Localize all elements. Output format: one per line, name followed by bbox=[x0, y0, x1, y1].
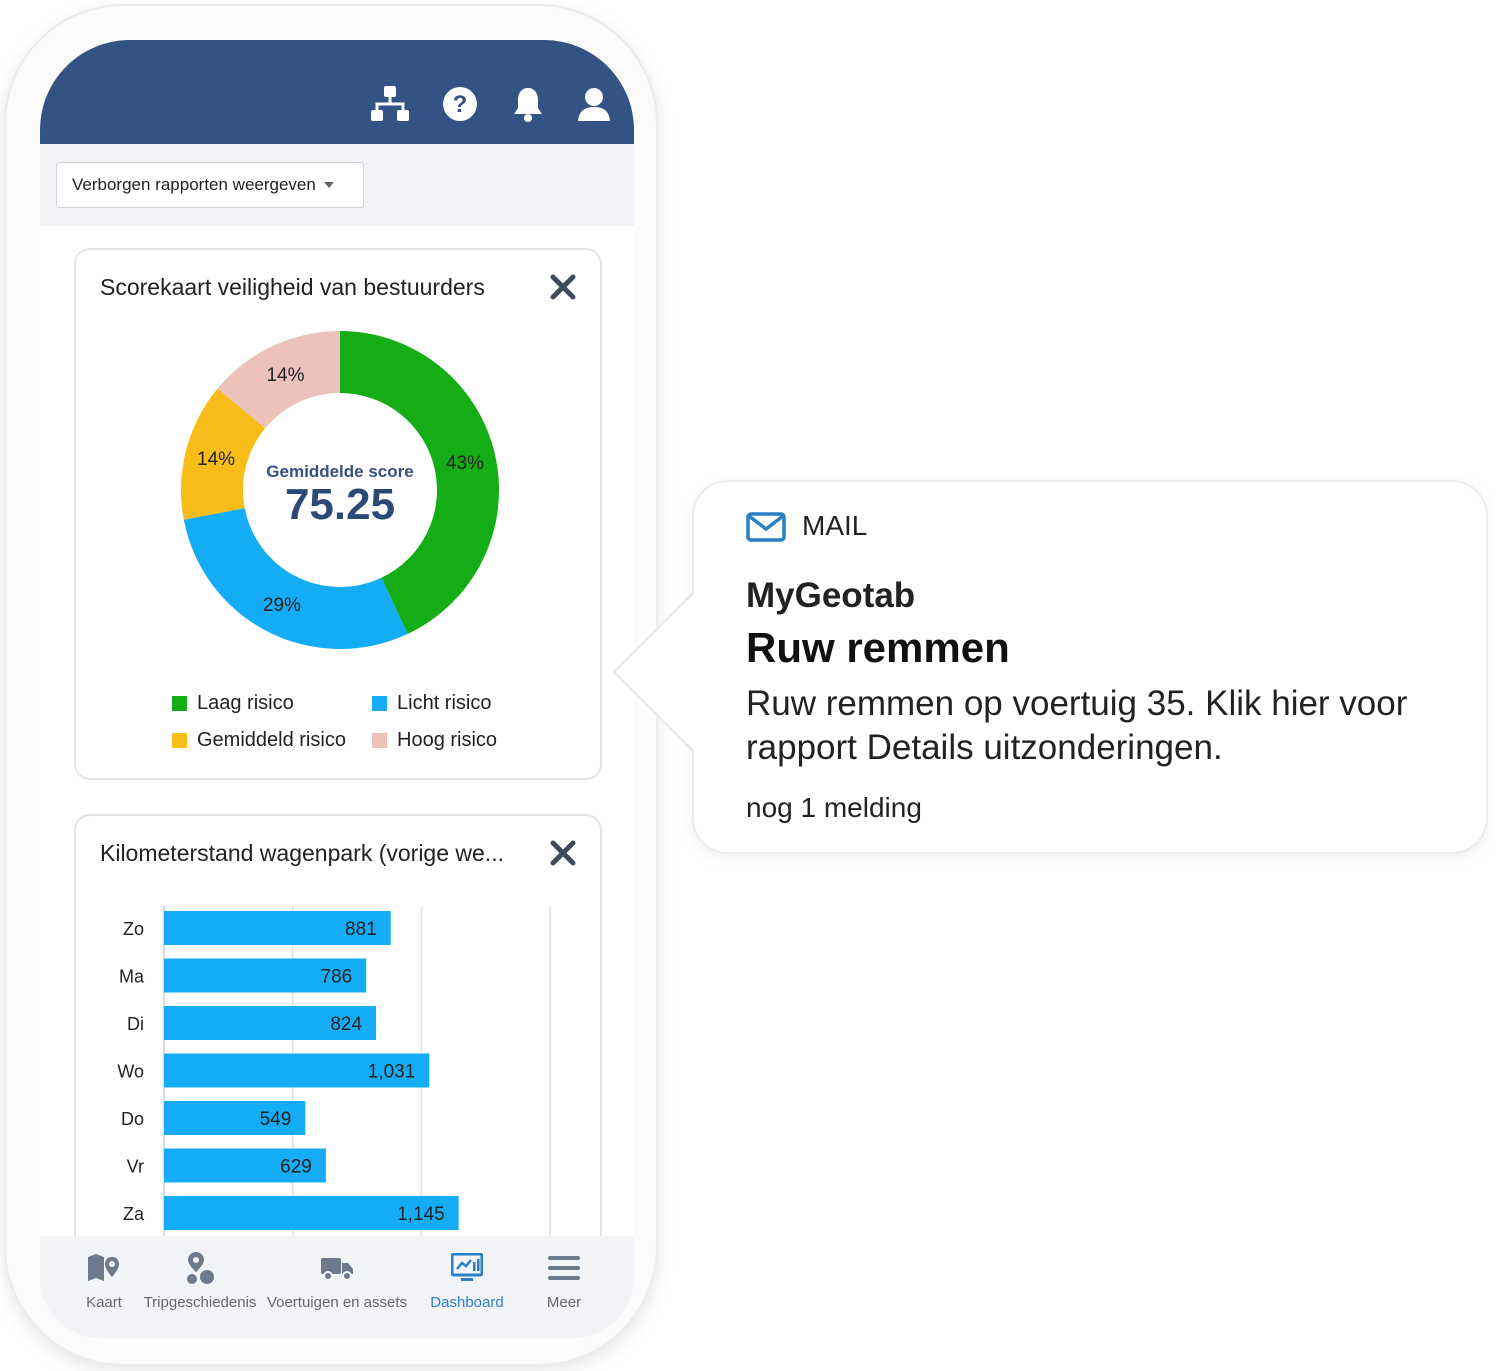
mileage-bar-chart: Zo 881 Ma 786 Di 824 Wo 1,031 Do 549 Vr 629 Za 1,145 bbox=[117, 906, 551, 1246]
legend-item-low-risk: Laag risico bbox=[172, 692, 294, 715]
donut-svg: 43% 29% 14% 14% bbox=[181, 331, 499, 649]
legend-label: Gemiddeld risico bbox=[197, 729, 346, 751]
average-score-value: 75.25 bbox=[284, 480, 396, 529]
bar-value-label: 549 bbox=[260, 1109, 292, 1130]
notification-body: Ruw remmen op voertuig 35. Klik hier voo… bbox=[746, 684, 1408, 767]
notification-app-name: MAIL bbox=[802, 510, 868, 541]
fleet-mileage-card: Kilometerstand wagenpark (vorige we... Z… bbox=[74, 814, 602, 1314]
help-icon[interactable]: ? bbox=[440, 84, 480, 124]
notification-pointer bbox=[616, 592, 696, 752]
notification-source: MyGeotab bbox=[746, 576, 916, 615]
org-chart-icon[interactable] bbox=[370, 84, 410, 124]
mail-icon bbox=[746, 512, 786, 547]
category-label: Zo bbox=[123, 919, 144, 939]
bar bbox=[164, 1053, 430, 1088]
toolbar: Verborgen rapporten weergeven bbox=[40, 144, 634, 226]
nav-item-tripgeschiedenis[interactable]: Tripgeschiedenis bbox=[140, 1236, 260, 1338]
legend-label: Hoog risico bbox=[397, 729, 498, 751]
map-pin-icon bbox=[86, 1252, 122, 1284]
legend-swatch bbox=[172, 696, 187, 711]
category-label: Do bbox=[121, 1109, 144, 1129]
nav-label: Kaart bbox=[86, 1294, 122, 1311]
close-icon[interactable] bbox=[548, 272, 578, 302]
donut-slice-label: 29% bbox=[263, 595, 301, 616]
bar bbox=[164, 1196, 459, 1230]
menu-icon bbox=[546, 1252, 582, 1284]
nav-label: Dashboard bbox=[430, 1294, 504, 1311]
bar bbox=[164, 911, 391, 945]
truck-icon bbox=[319, 1252, 355, 1284]
category-label: Wo bbox=[117, 1062, 144, 1082]
bar-value-label: 786 bbox=[321, 967, 353, 988]
svg-text:?: ? bbox=[453, 91, 468, 118]
nav-item-dashboard[interactable]: Dashboard bbox=[428, 1236, 506, 1338]
donut-slice bbox=[183, 508, 408, 649]
nav-item-voertuigen[interactable]: Voertuigen en assets bbox=[262, 1236, 412, 1338]
dashboard-icon bbox=[449, 1252, 485, 1284]
app-screen: ? Verborgen rapporten weergeven Scorekaa… bbox=[40, 40, 634, 1338]
donut-slice-label: 43% bbox=[446, 453, 484, 474]
legend-swatch bbox=[172, 733, 187, 748]
bar bbox=[164, 1148, 326, 1183]
nav-label: Tripgeschiedenis bbox=[143, 1294, 257, 1311]
bar-value-label: 824 bbox=[330, 1014, 362, 1035]
donut-slice bbox=[217, 331, 340, 429]
legend-swatch bbox=[372, 696, 387, 711]
bar bbox=[164, 1006, 377, 1040]
user-icon[interactable] bbox=[574, 84, 614, 124]
notification-more-count: nog 1 melding bbox=[746, 792, 922, 823]
donut-slice-label: 14% bbox=[266, 365, 304, 386]
mail-notification[interactable]: MAIL MyGeotab Ruw remmen Ruw remmen op v… bbox=[692, 480, 1488, 854]
legend-label: Licht risico bbox=[397, 692, 492, 714]
bar-value-label: 629 bbox=[280, 1157, 312, 1178]
nav-item-kaart[interactable]: Kaart bbox=[80, 1236, 128, 1338]
legend-item-high-risk: Hoog risico bbox=[372, 729, 497, 752]
close-icon[interactable] bbox=[548, 838, 578, 868]
nav-item-meer[interactable]: Meer bbox=[540, 1236, 588, 1338]
category-label: Ma bbox=[119, 967, 145, 987]
bar-value-label: 881 bbox=[345, 919, 377, 940]
chevron-down-icon bbox=[323, 182, 334, 188]
phone-frame: ? Verborgen rapporten weergeven Scorekaa… bbox=[4, 4, 658, 1366]
trip-history-icon bbox=[182, 1252, 218, 1284]
card-title: Scorekaart veiligheid van bestuurders bbox=[100, 274, 485, 300]
donut-chart: 43% 29% 14% 14% Gemiddelde score 75.25 bbox=[180, 330, 500, 650]
donut-slice bbox=[340, 331, 499, 634]
app-header: ? bbox=[40, 40, 634, 144]
category-label: Di bbox=[127, 1014, 144, 1034]
legend-label: Laag risico bbox=[197, 692, 294, 714]
nav-label: Voertuigen en assets bbox=[266, 1294, 408, 1311]
legend-item-medium-risk: Gemiddeld risico bbox=[172, 729, 346, 752]
category-label: Vr bbox=[127, 1157, 144, 1177]
bar bbox=[164, 1101, 306, 1135]
legend-swatch bbox=[372, 733, 387, 748]
dropdown-label: Verborgen rapporten weergeven bbox=[72, 175, 316, 194]
notification-title: Ruw remmen bbox=[746, 624, 1010, 671]
nav-label: Meer bbox=[546, 1294, 582, 1311]
bottom-nav: Kaart Tripgeschiedenis Voertuigen en ass… bbox=[40, 1236, 634, 1338]
card-title: Kilometerstand wagenpark (vorige we... bbox=[100, 840, 504, 866]
bar-value-label: 1,145 bbox=[397, 1204, 445, 1225]
bell-icon[interactable] bbox=[508, 84, 548, 124]
safety-scorecard-card: Scorekaart veiligheid van bestuurders 43… bbox=[74, 248, 602, 780]
donut-slice-label: 14% bbox=[197, 449, 235, 470]
bar bbox=[164, 958, 367, 993]
average-score-label: Gemiddelde score bbox=[266, 462, 414, 481]
donut-slice bbox=[181, 388, 266, 520]
legend-item-light-risk: Licht risico bbox=[372, 692, 491, 715]
hidden-reports-dropdown[interactable]: Verborgen rapporten weergeven bbox=[56, 162, 364, 208]
category-label: Za bbox=[123, 1204, 145, 1224]
bar-value-label: 1,031 bbox=[368, 1062, 416, 1083]
